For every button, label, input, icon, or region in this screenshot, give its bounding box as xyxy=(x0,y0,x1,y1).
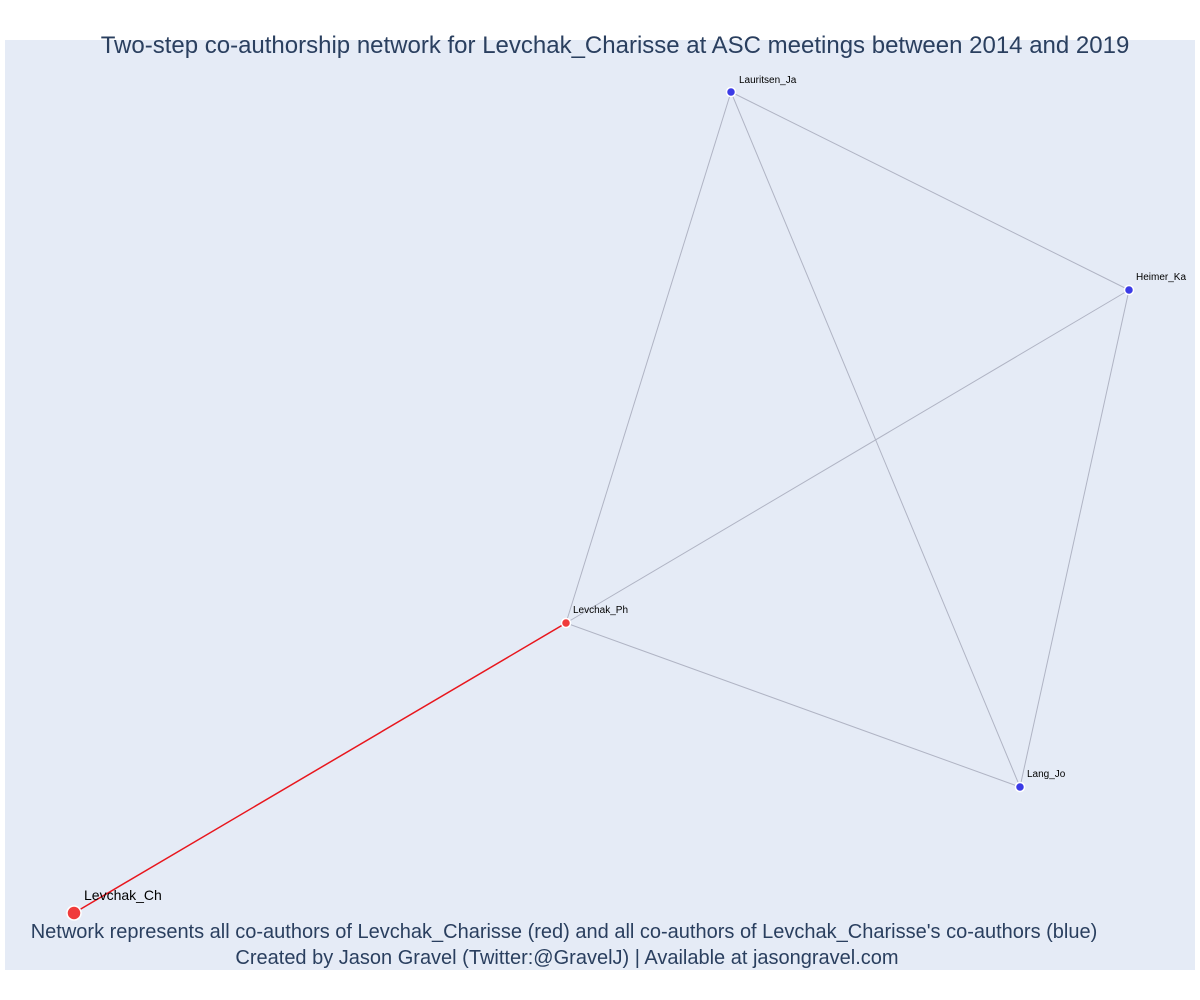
edge-Levchak_Ch-Levchak_Ph xyxy=(73,622,567,914)
edges-layer xyxy=(73,91,1130,914)
edge-Lauritsen_Ja-Heimer_Ka xyxy=(730,91,1130,291)
edge-Levchak_Ph-Lauritsen_Ja xyxy=(565,91,732,624)
edge-Levchak_Ph-Lang_Jo xyxy=(565,622,1021,788)
node-Lang_Jo[interactable] xyxy=(1014,781,1026,793)
node-Heimer_Ka[interactable] xyxy=(1123,284,1135,296)
node-label-Levchak_Ch: Levchak_Ch xyxy=(84,887,162,903)
node-Lauritsen_Ja[interactable] xyxy=(725,86,737,98)
node-label-Lang_Jo: Lang_Jo xyxy=(1027,769,1066,780)
chart-title: Two-step co-authorship network for Levch… xyxy=(101,32,1130,59)
nodes-layer xyxy=(66,86,1135,921)
labels-layer: Levchak_Ch Levchak_Ph Lauritsen_Ja Heimer_K… xyxy=(84,75,1186,903)
edge-Lauritsen_Ja-Lang_Jo xyxy=(730,91,1021,788)
node-Levchak_Ph[interactable] xyxy=(560,617,572,629)
edge-Levchak_Ph-Heimer_Ka xyxy=(565,289,1130,624)
node-Levchak_Ch[interactable] xyxy=(66,905,82,921)
edge-Heimer_Ka-Lang_Jo xyxy=(1019,289,1130,788)
caption-line-1: Network represents all co-authors of Lev… xyxy=(31,921,1098,943)
node-label-Lauritsen_Ja: Lauritsen_Ja xyxy=(739,75,797,86)
plot-background xyxy=(5,40,1195,970)
node-label-Heimer_Ka: Heimer_Ka xyxy=(1136,272,1186,283)
caption-line-2: Created by Jason Gravel (Twitter:@Gravel… xyxy=(235,947,898,969)
node-label-Levchak_Ph: Levchak_Ph xyxy=(573,605,628,616)
